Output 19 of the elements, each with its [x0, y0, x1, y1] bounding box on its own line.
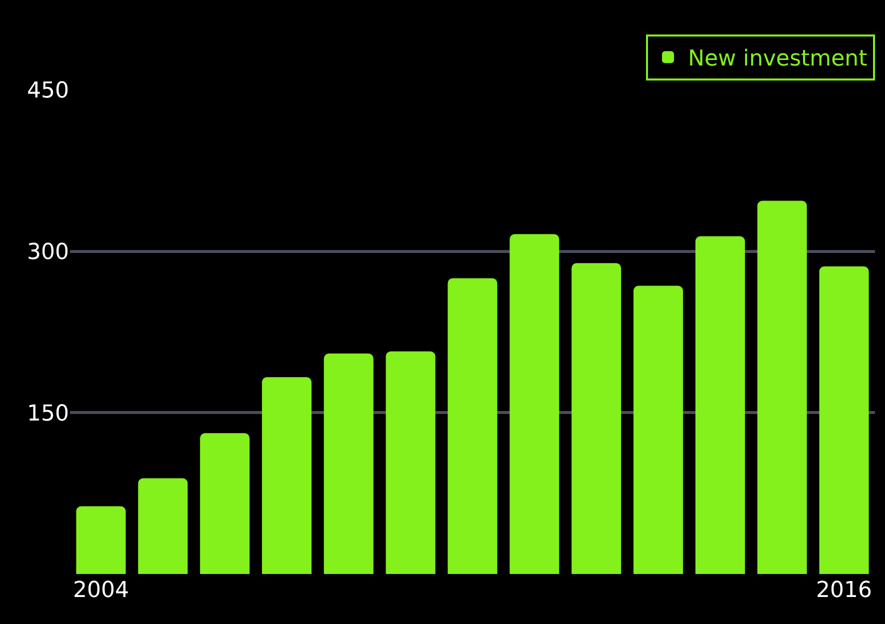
bar	[572, 263, 622, 574]
bar	[757, 200, 807, 574]
bar	[819, 266, 869, 574]
bar	[634, 286, 684, 574]
bar	[324, 354, 374, 574]
bar	[695, 236, 745, 574]
legend-label: New investment	[688, 46, 868, 72]
bar	[138, 478, 188, 574]
bar	[386, 351, 436, 574]
bar	[510, 234, 560, 574]
x-tick-label: 2016	[816, 578, 872, 603]
bar	[448, 278, 498, 574]
y-tick-label: 150	[27, 401, 69, 426]
bar	[76, 506, 126, 574]
bar	[200, 433, 250, 574]
y-tick-label: 300	[27, 240, 69, 266]
bar	[262, 377, 312, 574]
y-tick-label: 450	[27, 78, 69, 104]
x-tick-label: 2004	[72, 578, 129, 603]
